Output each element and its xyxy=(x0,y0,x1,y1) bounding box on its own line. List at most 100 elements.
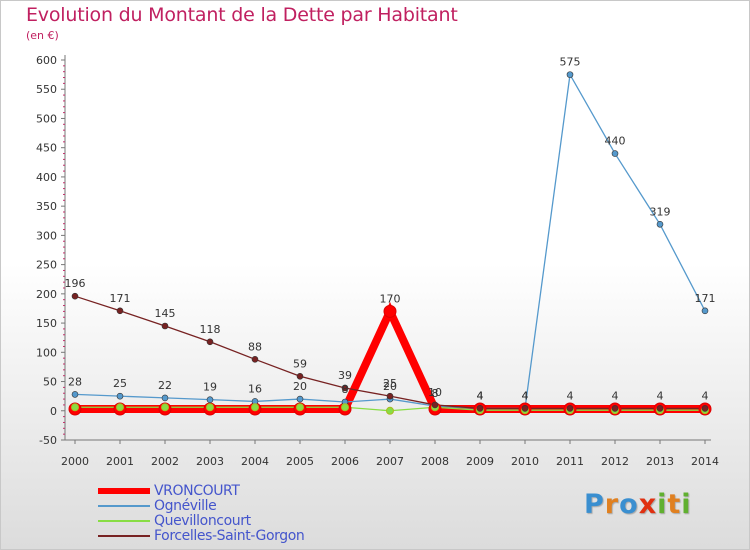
data-point xyxy=(251,403,259,412)
data-point xyxy=(206,403,214,412)
y-tick-label: 150 xyxy=(36,317,57,330)
data-label: 4 xyxy=(477,389,484,402)
y-tick-label: 100 xyxy=(36,346,57,359)
logo-letter: i xyxy=(657,489,668,520)
data-label: 575 xyxy=(560,56,581,69)
data-label: 4 xyxy=(657,389,664,402)
data-point xyxy=(431,401,439,409)
data-label: 10 xyxy=(428,386,442,399)
data-label: 196 xyxy=(65,277,86,290)
data-point xyxy=(161,403,169,412)
x-tick-label: 2011 xyxy=(556,455,584,468)
data-label: 28 xyxy=(68,375,82,388)
data-point xyxy=(206,396,214,403)
y-tick-label: 0 xyxy=(50,405,57,418)
data-label: 440 xyxy=(605,135,626,148)
data-point xyxy=(71,292,79,300)
data-point xyxy=(701,307,709,315)
data-point xyxy=(341,403,349,412)
x-tick-label: 2003 xyxy=(196,455,224,468)
data-label: 22 xyxy=(158,379,172,392)
y-tick-label: 200 xyxy=(36,288,57,301)
legend-label: Forcelles-Saint-Gorgon xyxy=(154,528,305,544)
legend-swatch xyxy=(98,520,150,522)
series-points xyxy=(68,71,712,416)
data-label: 19 xyxy=(203,381,217,394)
data-point xyxy=(71,403,79,412)
data-label: 4 xyxy=(522,389,529,402)
data-label: 88 xyxy=(248,340,262,353)
x-tick-label: 2004 xyxy=(241,455,269,468)
data-label: 118 xyxy=(200,323,221,336)
data-point xyxy=(566,71,574,78)
data-label: 4 xyxy=(522,389,529,402)
chart-title: Evolution du Montant de la Dette par Hab… xyxy=(26,4,458,26)
x-tick-label: 2012 xyxy=(601,455,629,468)
y-tick-label: 500 xyxy=(36,112,57,125)
y-tick-label: 400 xyxy=(36,171,57,184)
data-label: 4 xyxy=(567,389,574,402)
data-point xyxy=(656,220,664,228)
x-tick-label: 2002 xyxy=(151,455,179,468)
x-tick-label: 2001 xyxy=(106,455,134,468)
y-tick-label: -50 xyxy=(39,434,57,447)
data-label: 8 xyxy=(432,387,439,400)
axes: -50 0 50 100 150 200 250 300 350 400 450 500 550 600 2… xyxy=(36,54,719,468)
data-labels: 170 28 25 22 19 16 20 8 20 8 4 4 575 440 319 171 196 171 1… xyxy=(65,56,716,403)
logo-letter: x xyxy=(638,489,658,520)
data-point xyxy=(386,406,394,415)
data-label: 171 xyxy=(695,292,716,305)
legend-label: Quevilloncourt xyxy=(154,513,251,529)
data-point xyxy=(161,394,169,402)
data-point xyxy=(521,405,529,412)
y-tick-label: 550 xyxy=(36,83,57,96)
data-label: 16 xyxy=(248,382,262,395)
legend-swatch xyxy=(98,505,150,507)
data-point xyxy=(206,338,214,346)
logo-letter: t xyxy=(667,489,682,520)
logo-letter: o xyxy=(619,489,639,520)
data-label: 25 xyxy=(383,377,397,390)
y-tick-label: 350 xyxy=(36,200,57,213)
x-tick-label: 2014 xyxy=(691,455,719,468)
series-lines xyxy=(74,72,706,414)
y-tick-label: 450 xyxy=(36,142,57,155)
legend-swatch xyxy=(98,535,150,537)
data-label: 20 xyxy=(293,380,307,393)
data-label: 170 xyxy=(380,292,401,305)
x-tick-label: 2006 xyxy=(331,455,359,468)
data-point xyxy=(116,392,124,400)
data-point xyxy=(476,405,484,412)
legend-label: VRONCOURT xyxy=(154,483,240,499)
data-label: 171 xyxy=(110,292,131,305)
proxiti-logo: Proxiti xyxy=(584,489,692,520)
data-label: 319 xyxy=(650,205,671,218)
x-tick-label: 2010 xyxy=(511,455,539,468)
logo-letter: r xyxy=(604,489,620,520)
y-tick-label: 50 xyxy=(43,376,57,389)
data-point xyxy=(296,403,304,412)
data-label: 4 xyxy=(477,389,484,402)
data-label: 4 xyxy=(702,389,709,402)
data-point xyxy=(71,391,79,398)
legend-swatch xyxy=(98,488,150,494)
x-tick-label: 2008 xyxy=(421,455,449,468)
data-point xyxy=(116,403,124,412)
data-point xyxy=(611,150,619,157)
data-label: 39 xyxy=(338,369,352,382)
data-point xyxy=(383,304,397,318)
data-label: 145 xyxy=(155,307,176,320)
x-tick-label: 2005 xyxy=(286,455,314,468)
chart-subtitle: (en €) xyxy=(26,29,59,42)
data-point xyxy=(116,307,124,315)
data-point xyxy=(386,392,394,400)
logo-letter: P xyxy=(584,489,605,520)
data-point xyxy=(251,356,259,363)
data-point xyxy=(161,322,169,330)
data-point xyxy=(341,384,349,392)
y-tick-label: 250 xyxy=(36,259,57,272)
data-point xyxy=(701,405,709,412)
series-line-1 xyxy=(74,72,706,410)
